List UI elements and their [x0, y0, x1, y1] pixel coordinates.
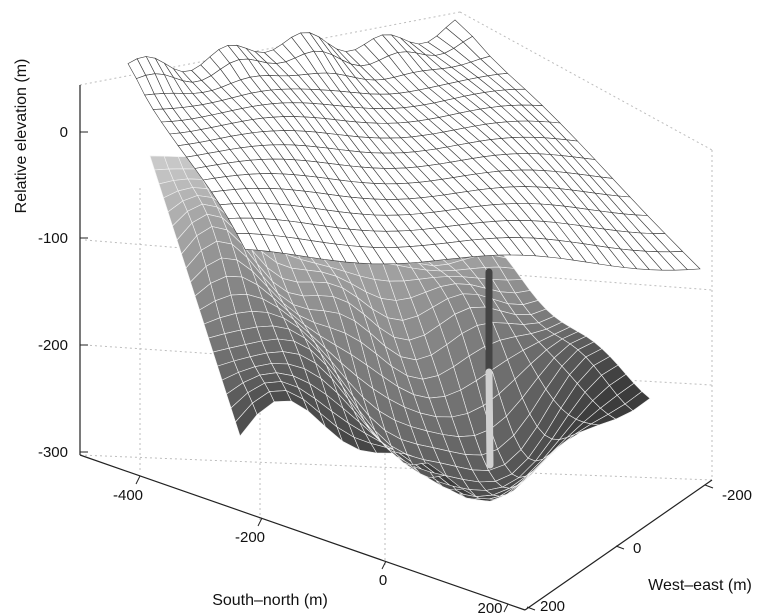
- grid-line: [84, 344, 451, 371]
- surface-cell: [466, 497, 490, 502]
- we-tick: [615, 545, 625, 550]
- surface-cell: [235, 402, 258, 437]
- z-ticks: 0 -100 -200 -300: [38, 124, 88, 461]
- sn-tick-label: 200: [477, 600, 502, 613]
- z-tick-label: -200: [38, 337, 68, 354]
- we-tick-label: 0: [633, 540, 641, 557]
- we-tick: [526, 606, 536, 611]
- west-east-axis-title: West–east (m): [648, 577, 752, 594]
- we-tick-label: -200: [722, 487, 752, 504]
- sn-tick: [503, 603, 509, 613]
- we-tick-label: 200: [540, 598, 565, 613]
- sn-tick: [135, 475, 141, 485]
- surface-cell: [372, 246, 398, 265]
- surface-cell: [657, 251, 689, 271]
- sn-tick: [381, 560, 387, 570]
- vertical-bar: [485, 268, 494, 469]
- sn-tick: [257, 517, 263, 527]
- z-tick-label: -300: [38, 444, 68, 461]
- z-tick-label: -100: [38, 230, 68, 247]
- west-east-axis-line: [524, 479, 713, 611]
- z-axis-title: Relative elevation (m): [13, 59, 30, 214]
- west-east-ticks: -200 0 200: [526, 484, 752, 613]
- z-tick-label: 0: [60, 124, 68, 141]
- south-north-ticks: -400 -200 0 200: [113, 475, 509, 613]
- sn-tick-label: 0: [379, 572, 387, 589]
- bar-lower-segment: [485, 368, 494, 469]
- axes: [79, 85, 713, 611]
- sn-tick-label: -200: [235, 529, 265, 546]
- south-north-axis-title: South–north (m): [212, 592, 328, 609]
- sn-tick-label: -400: [113, 487, 143, 504]
- grid-line: [449, 469, 713, 481]
- upper-surface: [127, 19, 701, 271]
- grid-line: [449, 269, 713, 291]
- south-north-axis-line: [79, 454, 526, 611]
- grid-line: [79, 454, 451, 471]
- we-tick: [704, 484, 714, 489]
